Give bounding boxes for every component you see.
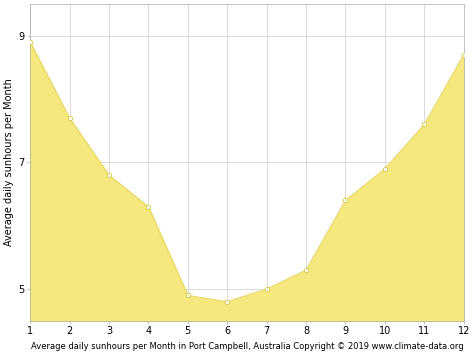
Point	[105, 172, 113, 178]
Point	[145, 204, 152, 209]
Point	[342, 198, 349, 203]
Point	[263, 286, 270, 292]
Point	[460, 52, 467, 58]
Point	[302, 267, 310, 273]
Point	[420, 122, 428, 127]
X-axis label: Average daily sunhours per Month in Port Campbell, Australia Copyright © 2019 ww: Average daily sunhours per Month in Port…	[31, 342, 463, 351]
Point	[381, 166, 389, 171]
Point	[27, 39, 34, 45]
Point	[66, 115, 73, 121]
Point	[184, 293, 191, 298]
Y-axis label: Average daily sunhours per Month: Average daily sunhours per Month	[4, 78, 14, 246]
Point	[223, 299, 231, 305]
